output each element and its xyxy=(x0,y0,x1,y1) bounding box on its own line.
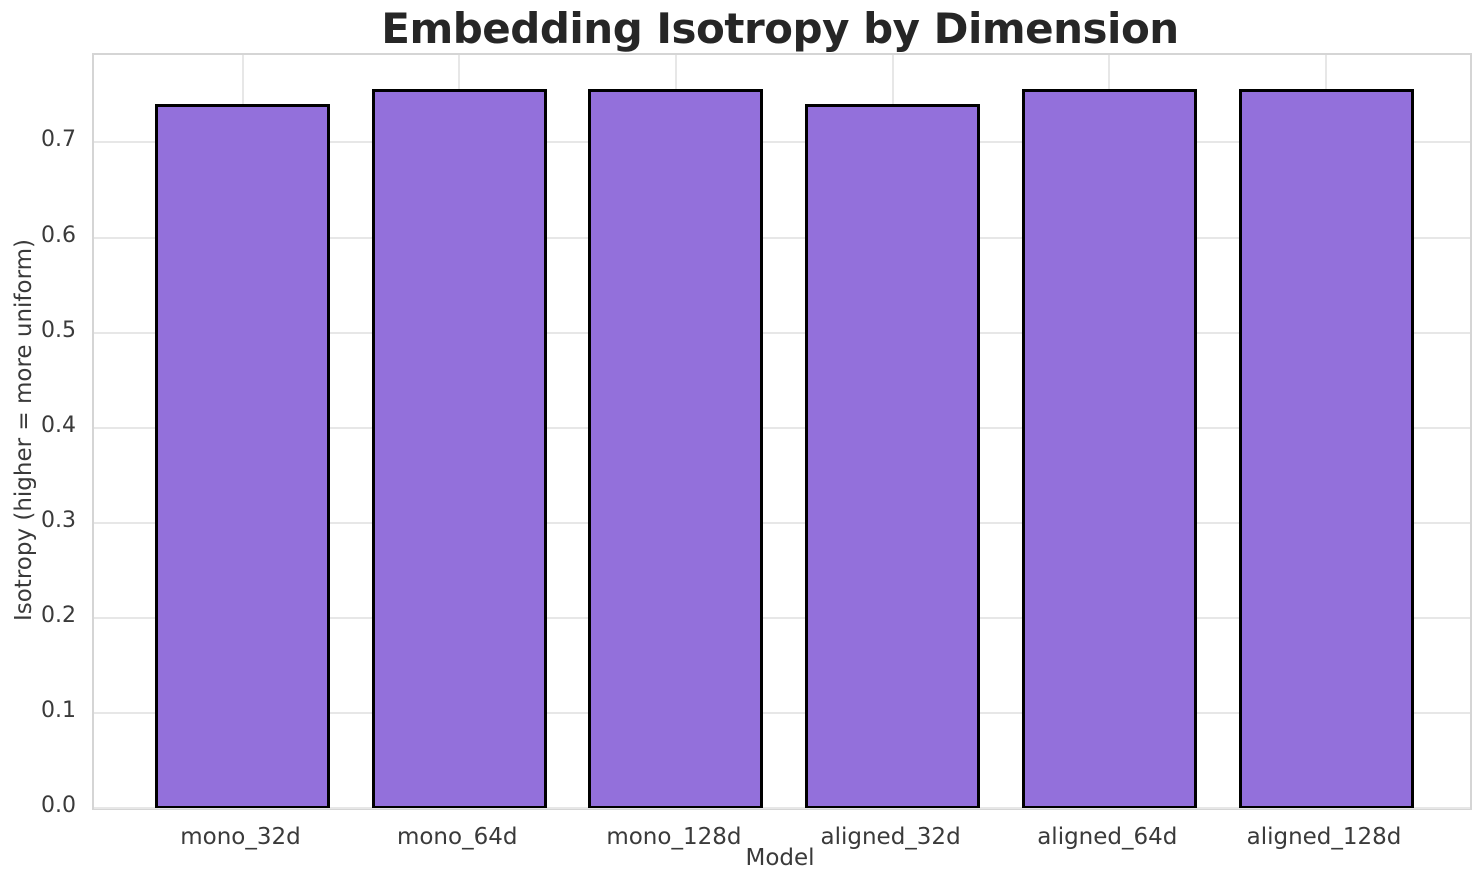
y-tick-label: 0.3 xyxy=(41,507,76,533)
x-axis-title: Model xyxy=(745,845,815,871)
bar-aligned_128d xyxy=(1238,89,1414,808)
y-tick-label: 0.6 xyxy=(41,222,76,248)
bar-aligned_64d xyxy=(1021,89,1197,808)
x-tick-label-mono_32d: mono_32d xyxy=(180,824,301,850)
y-tick-label: 0.0 xyxy=(41,793,76,818)
bar-mono_128d xyxy=(588,89,764,808)
chart-title: Embedding Isotropy by Dimension xyxy=(381,4,1179,53)
bar-mono_32d xyxy=(155,104,330,808)
y-tick-label: 0.4 xyxy=(41,412,76,438)
x-tick-label-mono_128d: mono_128d xyxy=(606,824,742,850)
h-gridline xyxy=(94,616,1470,619)
y-tick-label: 0.7 xyxy=(41,127,76,153)
bar-mono_64d xyxy=(371,89,547,808)
h-gridline xyxy=(94,521,1470,524)
y-tick-label: 0.2 xyxy=(41,602,76,628)
bar-aligned_32d xyxy=(805,104,981,808)
x-tick-label-aligned_32d: aligned_32d xyxy=(820,824,961,850)
x-tick-label-aligned_64d: aligned_64d xyxy=(1037,824,1178,850)
plot-area xyxy=(92,53,1472,810)
h-gridline xyxy=(94,331,1470,334)
x-tick-label-mono_64d: mono_64d xyxy=(396,824,518,850)
h-gridline xyxy=(94,236,1470,239)
h-gridline xyxy=(94,711,1470,714)
y-tick-label: 0.5 xyxy=(41,317,76,343)
x-tick-label-aligned_128d: aligned_128d xyxy=(1246,824,1402,850)
h-gridline xyxy=(94,141,1470,144)
h-gridline xyxy=(94,807,1470,809)
h-gridline xyxy=(94,426,1470,429)
y-tick-label: 0.1 xyxy=(41,697,76,723)
